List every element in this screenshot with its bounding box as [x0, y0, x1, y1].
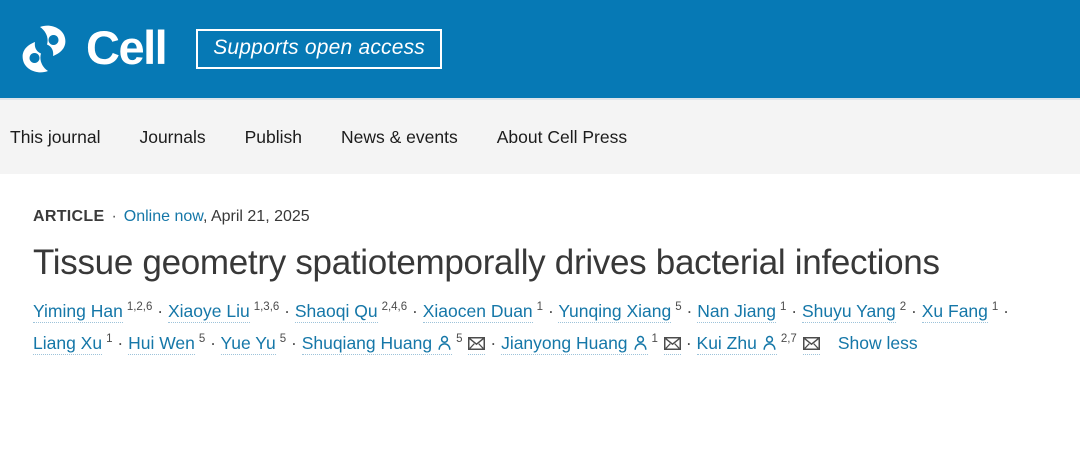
author-link[interactable]: Yiming Han: [33, 301, 123, 324]
author-name: Shaoqi Qu: [294, 301, 378, 322]
author-separator: ·: [791, 301, 798, 322]
author-link[interactable]: Xu Fang: [921, 301, 988, 324]
author-name: Kui Zhu: [696, 333, 757, 354]
author: Shuyu Yang 2: [802, 301, 907, 324]
author-affiliations: 1,3,6: [253, 301, 280, 314]
author-name: Shuyu Yang: [802, 301, 896, 322]
author: Xiaocen Duan 1: [422, 301, 544, 324]
author-link[interactable]: Kui Zhu: [696, 333, 777, 356]
author-separator: ·: [547, 301, 554, 322]
author-link[interactable]: Shuyu Yang: [802, 301, 896, 324]
author-link[interactable]: Yunqing Xiang: [558, 301, 672, 324]
author-link[interactable]: Liang Xu: [33, 333, 103, 356]
online-now-link[interactable]: Online now: [123, 208, 203, 225]
author-affiliations: 5: [198, 333, 206, 346]
author: Kui Zhu 2,7: [696, 333, 820, 356]
email-author-link[interactable]: [468, 333, 486, 356]
author-name: Xiaocen Duan: [422, 301, 533, 322]
author-separator: ·: [117, 333, 124, 354]
author-separator: ·: [210, 333, 216, 354]
author: Hui Wen 5: [128, 333, 206, 356]
author-link[interactable]: Hui Wen: [128, 333, 195, 356]
meta-separator: ·: [111, 208, 117, 225]
author-affiliations: 5: [279, 333, 287, 346]
author-link[interactable]: Xiaocen Duan: [422, 301, 533, 324]
author-link[interactable]: Shaoqi Qu: [294, 301, 378, 324]
author-list: Yiming Han 1,2,6 · Xiaoye Liu 1,3,6 · Shao…: [33, 295, 1047, 359]
article-type-label: ARTICLE: [33, 208, 105, 225]
author-separator: ·: [412, 301, 418, 322]
author-name: Nan Jiang: [697, 301, 777, 322]
author: Yue Yu 5: [220, 333, 287, 356]
publish-date: , April 21, 2025: [202, 208, 310, 225]
author-separator: ·: [911, 301, 917, 322]
author-name: Yunqing Xiang: [558, 301, 672, 322]
article-header: ARTICLE · Online now, April 21, 2025 Tissu…: [0, 174, 1080, 359]
author: Shaoqi Qu 2,4,6: [294, 301, 408, 324]
author: Xiaoye Liu 1,3,6: [167, 301, 280, 324]
open-access-badge-label: Supports open access: [213, 36, 425, 59]
author-separator: ·: [284, 301, 290, 322]
author: Nan Jiang 1: [697, 301, 787, 324]
author-affiliations: 1: [991, 301, 999, 314]
nav-item-this-journal[interactable]: This journal: [10, 126, 101, 147]
cell-logo[interactable]: Cell: [20, 20, 168, 75]
author-affiliations: 5: [675, 301, 682, 314]
author-affiliations: 2: [899, 301, 907, 314]
open-access-badge: Supports open access: [196, 29, 442, 69]
envelope-icon: [802, 333, 820, 353]
author: Xu Fang 1: [921, 301, 999, 324]
author-affiliations: 1: [651, 333, 658, 346]
article-title: Tissue geometry spatiotemporally drives …: [33, 243, 940, 282]
author-link[interactable]: Yue Yu: [220, 333, 276, 356]
author: Yiming Han 1,2,6: [33, 301, 153, 324]
nav-item-news-events[interactable]: News & events: [341, 126, 458, 147]
article-meta: ARTICLE · Online now, April 21, 2025: [33, 208, 1047, 226]
main-nav: This journal Journals Publish News & eve…: [0, 98, 1080, 174]
author-affiliations: 2,4,6: [381, 301, 408, 314]
author-affiliations: 1: [536, 301, 544, 314]
author-link[interactable]: Xiaoye Liu: [167, 301, 250, 324]
author-name: Yiming Han: [33, 301, 123, 322]
author-affiliations: 1,2,6: [126, 301, 153, 314]
author-separator: ·: [685, 333, 692, 354]
author-name: Jianyong Huang: [501, 333, 628, 354]
person-icon: [633, 327, 648, 359]
nav-item-publish[interactable]: Publish: [244, 126, 303, 147]
author-separator: ·: [157, 301, 164, 322]
person-icon: [437, 327, 452, 359]
author-separator: ·: [1003, 301, 1009, 322]
nav-item-journals[interactable]: Journals: [139, 126, 206, 147]
author-separator: ·: [490, 333, 497, 354]
envelope-icon: [663, 333, 681, 353]
author-name: Xiaoye Liu: [167, 301, 250, 322]
author: Jianyong Huang 1: [501, 333, 681, 356]
brand-name: Cell: [86, 20, 168, 74]
author-affiliations: 5: [456, 333, 463, 346]
author-affiliations: 2,7: [780, 333, 797, 346]
author: Shuqiang Huang 5: [301, 333, 486, 356]
author: Yunqing Xiang 5: [558, 301, 682, 324]
author-name: Liang Xu: [33, 333, 103, 354]
author-name: Shuqiang Huang: [301, 333, 433, 354]
author-name: Yue Yu: [220, 333, 276, 354]
author-name: Hui Wen: [128, 333, 195, 354]
author-affiliations: 1: [106, 333, 113, 346]
show-less-button[interactable]: Show less: [837, 333, 918, 354]
author-link[interactable]: Jianyong Huang: [501, 333, 648, 356]
cell-logo-icon: [20, 25, 68, 73]
email-author-link[interactable]: [663, 333, 681, 356]
person-icon: [762, 327, 777, 359]
author-separator: ·: [686, 301, 693, 322]
author-link[interactable]: Shuqiang Huang: [301, 333, 453, 356]
author-affiliations: 1: [780, 301, 787, 314]
author-separator: ·: [290, 333, 297, 354]
envelope-icon: [468, 333, 486, 353]
author-link[interactable]: Nan Jiang: [697, 301, 777, 324]
site-header: Cell Supports open access: [0, 0, 1080, 98]
nav-item-about-cell-press[interactable]: About Cell Press: [496, 126, 628, 147]
author-name: Xu Fang: [921, 301, 988, 322]
email-author-link[interactable]: [802, 333, 820, 356]
author: Liang Xu 1: [33, 333, 113, 356]
